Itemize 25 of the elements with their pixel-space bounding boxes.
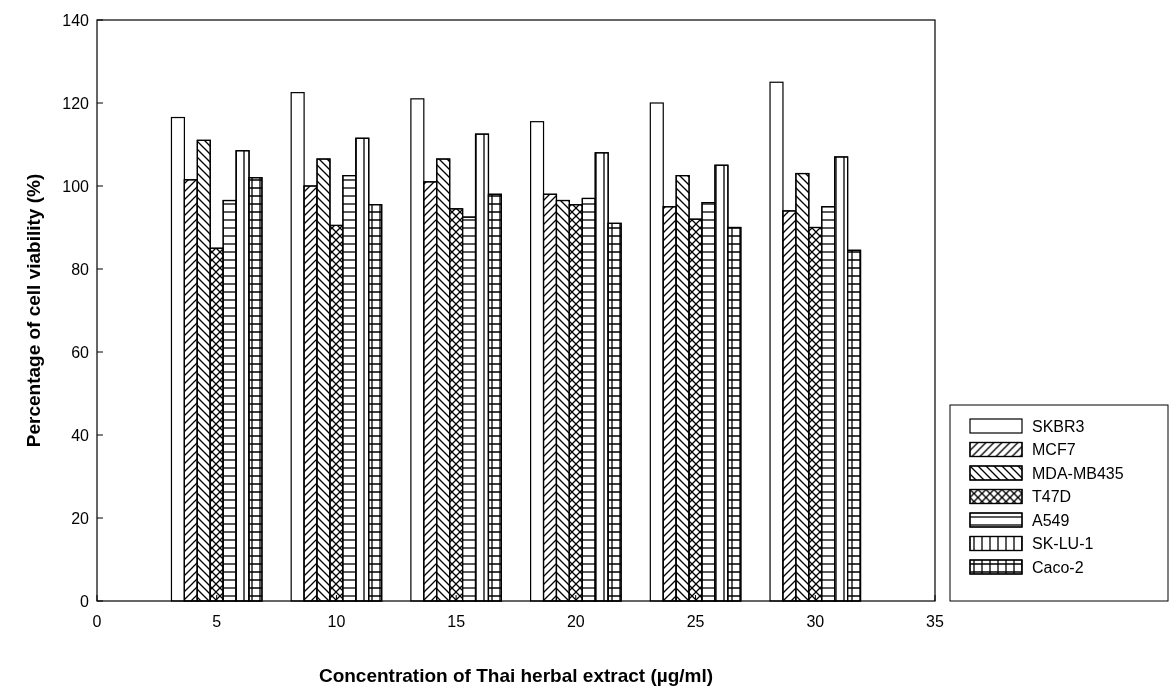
legend-label: T47D: [1032, 488, 1072, 506]
y-axis-title: Percentage of cell viability (%): [23, 173, 44, 448]
x-tick-label: 10: [327, 613, 346, 630]
y-tick-label: 100: [62, 177, 90, 195]
legend-label: SKBR3: [1032, 417, 1085, 435]
y-tick-label: 120: [62, 94, 90, 112]
x-tick-label: 25: [686, 613, 705, 630]
y-tick-label: 60: [71, 343, 90, 361]
y-tick-label: 40: [71, 426, 90, 444]
y-tick-label: 140: [62, 11, 90, 29]
x-axis-title: Concentration of Thai herbal extract (µg/ml): [318, 665, 714, 686]
legend-label: A549: [1032, 511, 1070, 529]
legend-label: MDA-MB435: [1032, 464, 1124, 482]
x-tick-label: 30: [806, 613, 825, 630]
x-tick-label: 15: [447, 613, 466, 630]
x-tick-label: 35: [926, 613, 944, 630]
x-tick-label: 0: [92, 613, 102, 630]
legend-label: MCF7: [1032, 441, 1076, 459]
legend-label: Caco-2: [1032, 558, 1084, 576]
legend-label: SK-LU-1: [1032, 535, 1094, 553]
x-tick-label: 5: [212, 613, 222, 630]
y-tick-label: 20: [71, 509, 90, 527]
y-tick-label: 0: [80, 592, 90, 610]
x-tick-label: 20: [566, 613, 585, 630]
y-tick-label: 80: [71, 260, 90, 278]
